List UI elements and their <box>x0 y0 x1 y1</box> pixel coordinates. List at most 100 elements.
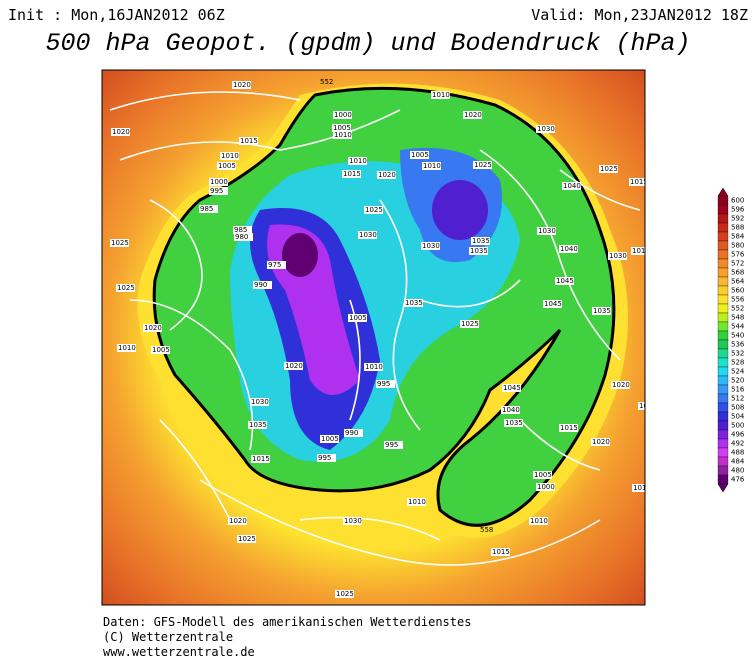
isobar-label: 1015 <box>630 178 648 186</box>
colorbar-label: 528 <box>731 359 744 367</box>
isobar-label: 1035 <box>405 299 423 307</box>
isobar-label: 1015 <box>492 548 510 556</box>
label-box <box>358 231 377 239</box>
isobar-label: 1010 <box>221 152 239 160</box>
isobar-label: 1010 <box>334 131 352 139</box>
label-box <box>220 152 239 160</box>
label-box <box>117 344 136 352</box>
label-box <box>234 233 253 241</box>
label-box <box>237 535 256 543</box>
label-box <box>533 471 552 479</box>
colorbar-label: 508 <box>731 404 744 412</box>
label-box <box>232 81 251 89</box>
colorbar-cell <box>717 222 729 233</box>
label-box <box>473 161 492 169</box>
isobar-label: 1040 <box>502 406 520 414</box>
colorbar-cell <box>717 267 729 278</box>
colorbar-label: 584 <box>731 233 745 241</box>
label-box <box>536 483 555 491</box>
valid-time: Valid: Mon,23JAN2012 18Z <box>531 6 748 24</box>
colorbar-label: 480 <box>731 467 744 475</box>
isobar-label: 1010 <box>423 162 441 170</box>
label-box <box>611 381 630 389</box>
label-box <box>502 384 521 392</box>
colorbar-cell <box>717 366 729 377</box>
colorbar-cell <box>717 402 729 413</box>
label-box <box>404 299 423 307</box>
colorbar-label: 504 <box>731 413 745 421</box>
colorbar-cell <box>717 330 729 341</box>
colorbar-cell <box>717 204 729 215</box>
colorbar-cell <box>717 438 729 449</box>
colorbar-cell <box>717 276 729 287</box>
colorbar-cell <box>717 420 729 431</box>
isobar-label: 1000 <box>537 483 555 491</box>
label-box <box>348 157 367 165</box>
label-box <box>592 307 611 315</box>
label-box <box>143 324 162 332</box>
colorbar-cell <box>717 258 729 269</box>
colorbar-cell <box>717 231 729 242</box>
footer-line: www.wetterzentrale.de <box>103 645 255 659</box>
label-box <box>151 346 170 354</box>
isobar-label: 1005 <box>411 151 429 159</box>
isobar-label: 1035 <box>593 307 611 315</box>
colorbar-cell <box>717 312 729 323</box>
colorbar-label: 564 <box>731 278 745 286</box>
isobar-label: 1035 <box>505 419 523 427</box>
label-box <box>631 247 645 255</box>
isobar-label: 995 <box>318 454 331 462</box>
colorbar-label: 560 <box>731 287 744 295</box>
isobar-label: 1010 <box>632 247 650 255</box>
colorbar-cell <box>717 357 729 368</box>
label-box <box>632 484 645 492</box>
label-box <box>364 206 383 214</box>
label-box <box>248 421 267 429</box>
colorbar-cell <box>717 348 729 359</box>
colorbar-cell <box>717 375 729 386</box>
label-box <box>335 590 354 598</box>
isobar-label: 1040 <box>563 182 581 190</box>
colorbar-cell <box>717 321 729 332</box>
isobar-label: 1010 <box>118 344 136 352</box>
colorbar-cell <box>717 195 729 206</box>
isobar-label: 1030 <box>537 125 555 133</box>
label-box <box>284 362 303 370</box>
colorbar-label: 568 <box>731 269 744 277</box>
isobar-label: 1020 <box>112 128 130 136</box>
contour-label: 552 <box>320 78 333 86</box>
label-box <box>555 277 574 285</box>
label-box <box>253 281 272 289</box>
label-box <box>320 435 339 443</box>
isobar-label: 1025 <box>474 161 492 169</box>
colorbar-label: 488 <box>731 449 744 457</box>
colorbar-label: 512 <box>731 395 744 403</box>
isobar-label: 1030 <box>251 398 269 406</box>
colorbar-label: 492 <box>731 440 744 448</box>
init-time: Init : Mon,16JAN2012 06Z <box>8 6 225 24</box>
colorbar-label: 556 <box>731 296 745 304</box>
colorbar-label: 596 <box>731 206 745 214</box>
colorbar-cell <box>717 411 729 422</box>
label-box <box>504 419 523 427</box>
colorbar-label: 572 <box>731 260 744 268</box>
colorbar-label: 548 <box>731 314 744 322</box>
colorbar-label: 600 <box>731 197 744 205</box>
isobar-label: 1015 <box>560 424 578 432</box>
isobar-label: 1025 <box>365 206 383 214</box>
isobar-label: 990 <box>254 281 267 289</box>
isobar-label: 975 <box>268 261 281 269</box>
isobar-label: 1030 <box>538 227 556 235</box>
colorbar-label: 516 <box>731 386 745 394</box>
label-box <box>537 227 556 235</box>
label-box <box>116 284 135 292</box>
label-box <box>421 242 440 250</box>
colorbar-label: 580 <box>731 242 744 250</box>
isobar-label: 1015 <box>633 484 651 492</box>
colorbar-label: 536 <box>731 341 745 349</box>
colorbar-label: 592 <box>731 215 744 223</box>
label-box <box>559 424 578 432</box>
label-box <box>199 205 218 213</box>
isobar-label: 1015 <box>252 455 270 463</box>
